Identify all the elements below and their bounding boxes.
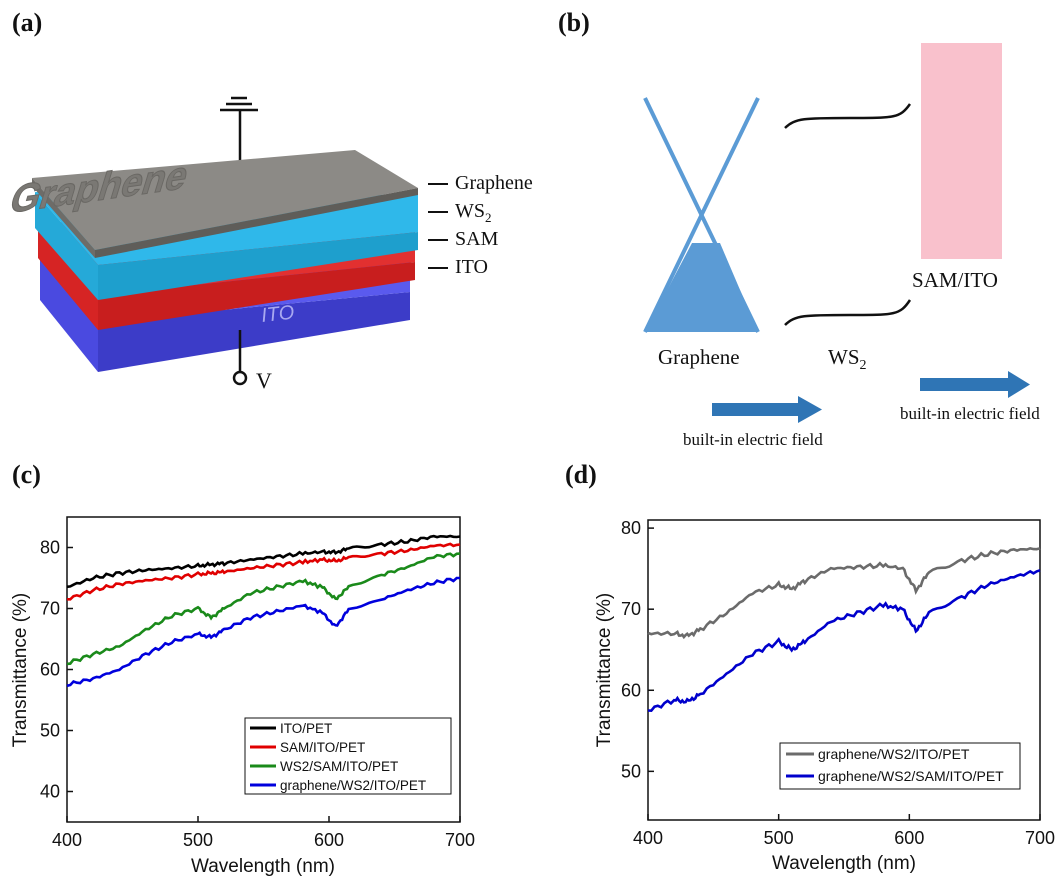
chart-c-ytick-label: 50 (40, 721, 60, 741)
ws2-valence-band (784, 299, 912, 326)
label-ws2-text: WS (455, 200, 485, 222)
chart-d-legend-box (779, 742, 1021, 790)
ws2-band-label-sub: 2 (859, 358, 867, 374)
label-ito: ITO (455, 256, 488, 278)
panel-c-label: (c) (12, 460, 41, 489)
chart-c-legend-box (244, 717, 452, 795)
chart-d-series-line-1 (647, 546, 1041, 640)
ito-layer-side (98, 292, 410, 372)
chart-d-plot-frame (647, 519, 1041, 821)
chart-c-xtick-label: 600 (314, 830, 344, 850)
chart-c-xlabel: Wavelength (nm) (191, 856, 335, 876)
chart-c-xtick-label: 400 (52, 830, 82, 850)
chart-d-xtick-label: 600 (894, 828, 924, 848)
chart-c-series-line-2 (67, 542, 461, 601)
ws2-band-label-text: WS (828, 345, 860, 369)
chart-d-xlabel: Wavelength (nm) (772, 853, 916, 874)
chart-d-series-line-2 (647, 569, 1041, 713)
voltage-terminal-icon (232, 370, 248, 386)
field-label-1: built-in electric field (683, 430, 823, 449)
graphene-cone-fill (645, 243, 758, 332)
chart-c-xtick-label: 700 (445, 830, 475, 850)
graphene-band-label: Graphene (658, 345, 740, 369)
chart-c-series-line-3 (66, 552, 461, 666)
sam-ito-block (921, 43, 1002, 259)
label-voltage: V (256, 368, 272, 393)
field-label-2: built-in electric field (900, 404, 1040, 423)
chart-d-ytick-label: 80 (621, 518, 641, 538)
label-graphene: Graphene (455, 172, 533, 194)
field-arrow-icon-1 (712, 396, 822, 423)
chart-d-ylabel: Transmittance (%) (594, 593, 615, 748)
chart-d-legend-label-1: graphene/WS2/ITO/PET (818, 746, 970, 762)
chart-c-legend-label-2: SAM/ITO/PET (280, 740, 365, 755)
chart-c-series-line-4 (66, 576, 460, 688)
panel-b-label: (b) (558, 8, 590, 37)
chart-d-ytick-label: 50 (621, 761, 641, 781)
chart-d-legend-label-2: graphene/WS2/SAM/ITO/PET (818, 768, 1004, 784)
chart-d-ytick-label: 60 (621, 680, 641, 700)
chart-d-ytick-label: 70 (621, 599, 641, 619)
chart-c-xtick-label: 500 (183, 830, 213, 850)
sam-ito-label: SAM/ITO (912, 268, 998, 292)
chart-c-ytick-label: 70 (40, 599, 60, 619)
field-arrow-icon-2 (920, 371, 1030, 398)
ws2-conduction-band (784, 103, 912, 129)
label-ws2: WS2 (455, 200, 492, 226)
panel-d-label: (d) (565, 460, 597, 489)
label-ws2-sub: 2 (485, 210, 492, 225)
chart-c-ytick-label: 40 (40, 782, 60, 802)
ws2-band-label: WS2 (828, 345, 867, 374)
chart-d-xtick-label: 400 (633, 828, 663, 848)
panel-a-label: (a) (12, 8, 43, 37)
chart-d-xtick-label: 500 (764, 828, 794, 848)
chart-d-xtick-label: 700 (1025, 828, 1055, 848)
chart-c-legend-label-3: WS2/SAM/ITO/PET (280, 759, 398, 774)
label-sam: SAM (455, 228, 499, 250)
chart-c-ylabel: Transmittance (%) (10, 593, 31, 748)
ito-surface-text: ITO (260, 302, 295, 327)
chart-c-legend-label-1: ITO/PET (280, 721, 332, 736)
chart-c-ytick-label: 80 (40, 538, 60, 558)
graphene-layer (32, 150, 418, 250)
chart-c-ytick-label: 60 (40, 660, 60, 680)
chart-c-series-line-1 (66, 534, 461, 589)
chart-c-legend-label-4: graphene/WS2/ITO/PET (280, 778, 426, 793)
